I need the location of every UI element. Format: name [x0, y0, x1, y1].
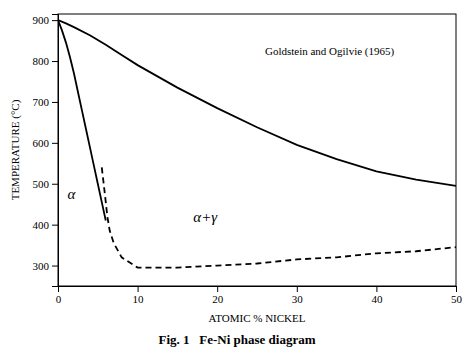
y-axis: 300 400 500 600 700 800 900 [33, 14, 59, 286]
x-tick-label: 0 [56, 293, 62, 305]
x-tick: 30 [292, 286, 304, 305]
x-tick: 50 [451, 286, 463, 305]
y-tick-mark [52, 102, 58, 103]
x-tick-label: 20 [212, 293, 224, 305]
x-tick-mark [138, 286, 139, 292]
y-tick-label: 400 [33, 219, 50, 231]
annotation: Goldstein and Ogilvie (1965) [265, 45, 395, 58]
y-tick-mark [52, 143, 58, 144]
x-tick-label: 10 [133, 293, 145, 305]
y-tick-label: 800 [33, 55, 50, 67]
x-tick-mark [297, 286, 298, 292]
x-tick: 10 [133, 286, 145, 305]
x-tick-mark [456, 286, 457, 292]
x-tick: 40 [371, 286, 383, 305]
x-axis-line [59, 287, 457, 293]
y-tick-label: 900 [33, 14, 50, 26]
y-tick: 300 [33, 260, 59, 272]
x-tick-mark [217, 286, 218, 292]
y-tick-label: 600 [33, 137, 50, 149]
annotation: α+γ [193, 209, 218, 225]
x-axis-title: ATOMIC % NICKEL [209, 312, 306, 324]
lines [58, 20, 456, 267]
x-axis: 0 10 20 30 40 50 [56, 286, 463, 305]
y-tick-mark [52, 266, 58, 267]
x-tick-label: 50 [451, 293, 463, 305]
y-tick: 900 [33, 14, 59, 26]
chart: 0 10 20 30 40 50 300 400 500 600 700 800 900 α α+γ Gold… [0, 0, 474, 352]
x-tick-mark [376, 286, 377, 292]
y-axis-line [52, 15, 59, 287]
y-tick: 400 [33, 219, 59, 231]
y-tick-mark [52, 20, 58, 21]
line [58, 20, 106, 220]
plot-frame [58, 14, 456, 286]
y-tick-mark [52, 184, 58, 185]
x-tick-label: 30 [292, 293, 304, 305]
y-tick: 800 [33, 55, 59, 67]
line [58, 20, 456, 186]
y-tick-label: 500 [33, 178, 50, 190]
y-axis-title: TEMPERATURE (°C) [9, 99, 22, 200]
y-tick-label: 700 [33, 96, 50, 108]
x-tick: 0 [56, 286, 62, 305]
line [102, 167, 456, 267]
y-tick: 600 [33, 137, 59, 149]
caption: Fig. 1 Fe-Ni phase diagram [158, 332, 315, 347]
plot: 0 10 20 30 40 50 300 400 500 600 700 800 900 α α+γ Gold… [33, 14, 463, 305]
annotation: α [68, 186, 77, 202]
annotations: α α+γ Goldstein and Ogilvie (1965) [68, 45, 395, 225]
y-tick-label: 300 [33, 260, 50, 272]
y-tick: 700 [33, 96, 59, 108]
y-tick-mark [52, 225, 58, 226]
x-tick: 20 [212, 286, 224, 305]
y-tick-mark [52, 61, 58, 62]
x-tick-label: 40 [371, 293, 383, 305]
y-tick: 500 [33, 178, 59, 190]
